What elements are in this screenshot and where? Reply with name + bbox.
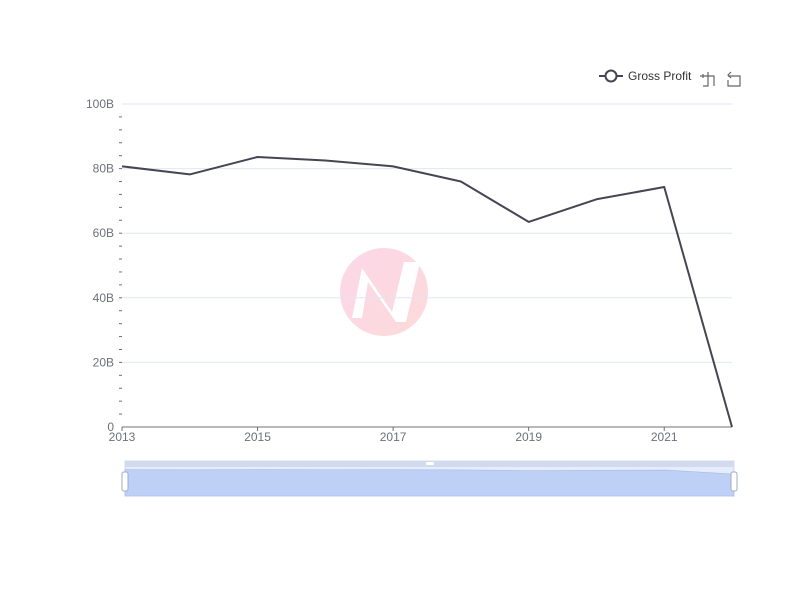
series-line[interactable] bbox=[121, 155, 733, 428]
x-tick-label: 2017 bbox=[380, 430, 407, 444]
x-tick-label: 2021 bbox=[651, 430, 678, 444]
y-tick-label: 100B bbox=[86, 97, 114, 111]
x-tick-label: 2013 bbox=[109, 430, 136, 444]
legend[interactable]: Gross Profit bbox=[599, 69, 692, 83]
series-layer bbox=[121, 155, 733, 428]
x-tick-label: 2015 bbox=[244, 430, 271, 444]
x-axis-ticks bbox=[121, 427, 665, 431]
grid-lines bbox=[122, 103, 732, 363]
data-zoom-slider[interactable] bbox=[121, 460, 738, 497]
y-axis-labels: 0 20B 40B 60B 80B 100B bbox=[86, 97, 114, 434]
y-tick-label: 60B bbox=[93, 226, 114, 240]
legend-label[interactable]: Gross Profit bbox=[628, 69, 692, 83]
zoom-reset-icon[interactable] bbox=[724, 70, 742, 88]
y-tick-label: 0 bbox=[107, 420, 114, 434]
x-tick-label: 2019 bbox=[515, 430, 542, 444]
y-tick-label: 20B bbox=[93, 355, 114, 369]
slider-move-handle-icon[interactable] bbox=[426, 462, 434, 465]
x-axis-labels: 2013 2015 2017 2019 2021 bbox=[109, 430, 678, 444]
slider-right-handle-icon[interactable] bbox=[730, 471, 738, 492]
y-minor-ticks bbox=[119, 116, 122, 415]
data-zoom-icon[interactable] bbox=[700, 70, 718, 88]
slider-left-handle-icon[interactable] bbox=[121, 471, 129, 492]
brand-logo-watermark bbox=[340, 248, 428, 336]
y-tick-label: 80B bbox=[93, 162, 114, 176]
slider-selected-range[interactable] bbox=[125, 467, 734, 496]
legend-marker-icon bbox=[604, 69, 618, 83]
y-tick-label: 40B bbox=[93, 291, 114, 305]
